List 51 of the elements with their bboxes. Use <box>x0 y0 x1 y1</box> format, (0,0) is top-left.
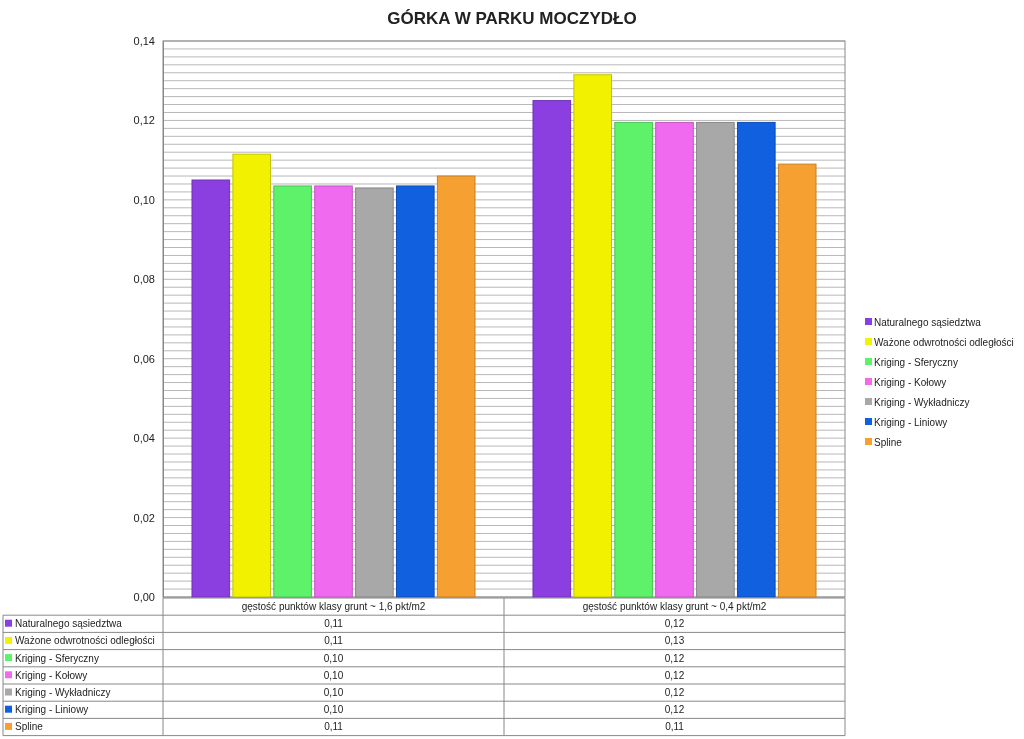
data-label: 0,12 <box>664 669 685 681</box>
data-label: 0,11 <box>665 721 685 733</box>
data-label: 0,12 <box>664 618 685 630</box>
bar <box>314 185 353 598</box>
x-tick-label: gęstość punktów klasy grunt ~ 1,6 pkt/m2 <box>241 601 426 612</box>
y-tick-label: 0,00 <box>133 591 155 604</box>
y-tick-label: 0,06 <box>133 352 155 365</box>
text: Kriging - Liniowy <box>15 704 89 716</box>
text: Kriging - Kołowy <box>15 669 88 681</box>
data-label: 0,10 <box>323 687 344 698</box>
bar <box>436 175 476 598</box>
data-label: 0,10 <box>323 669 344 681</box>
bar <box>232 153 272 598</box>
text: Ważone odwrotności odległości <box>874 337 1014 348</box>
data-label: 0,12 <box>664 652 685 664</box>
text: Kriging - Sferyczny <box>874 357 958 368</box>
legend-label: Kriging - Liniowy <box>874 417 948 428</box>
y-tick-label: 0,10 <box>133 193 155 206</box>
legend-label: Kriging - Kołowy <box>874 377 947 388</box>
y-tick-label: 0,08 <box>133 273 155 286</box>
bar <box>655 121 694 598</box>
legend-label: Spline <box>874 437 903 448</box>
data-label: 0,11 <box>324 721 344 733</box>
x-tick-label: gęstość punktów klasy grunt ~ 0,4 pkt/m2 <box>582 601 767 612</box>
legend-label: Naturalnego sąsiedztwa <box>15 618 123 630</box>
legend-label: Kriging - Sferyczny <box>15 652 99 664</box>
bar <box>573 74 613 598</box>
bar <box>273 185 312 598</box>
legend-label: Kriging - Wykładniczy <box>874 397 970 408</box>
y-tick-label: 0,14 <box>133 35 155 48</box>
data-label: 0,10 <box>323 704 344 716</box>
data-label: 0,11 <box>324 635 344 647</box>
text: Naturalnego sąsiedztwa <box>874 317 981 328</box>
data-label: 0,12 <box>664 687 685 698</box>
bar <box>614 121 653 598</box>
y-tick-label: 0,04 <box>133 432 155 445</box>
y-tick-label: 0,02 <box>133 511 155 524</box>
bar <box>532 100 572 598</box>
text: Spline <box>15 721 43 733</box>
legend-label: Ważone odwrotności odległości <box>15 635 155 647</box>
text: Kriging - Wykładniczy <box>15 687 111 698</box>
y-tick-label: 0,12 <box>133 114 155 127</box>
data-label: 0,12 <box>664 704 685 716</box>
data-label: 0,11 <box>324 618 344 630</box>
bar <box>395 185 435 598</box>
data-label: 0,13 <box>664 635 685 647</box>
bar <box>191 179 231 598</box>
bar <box>736 121 776 598</box>
chart-title: GÓRKA W PARKU MOCZYDŁO <box>387 9 637 28</box>
data-label: 0,10 <box>323 652 344 664</box>
bar <box>777 163 817 598</box>
